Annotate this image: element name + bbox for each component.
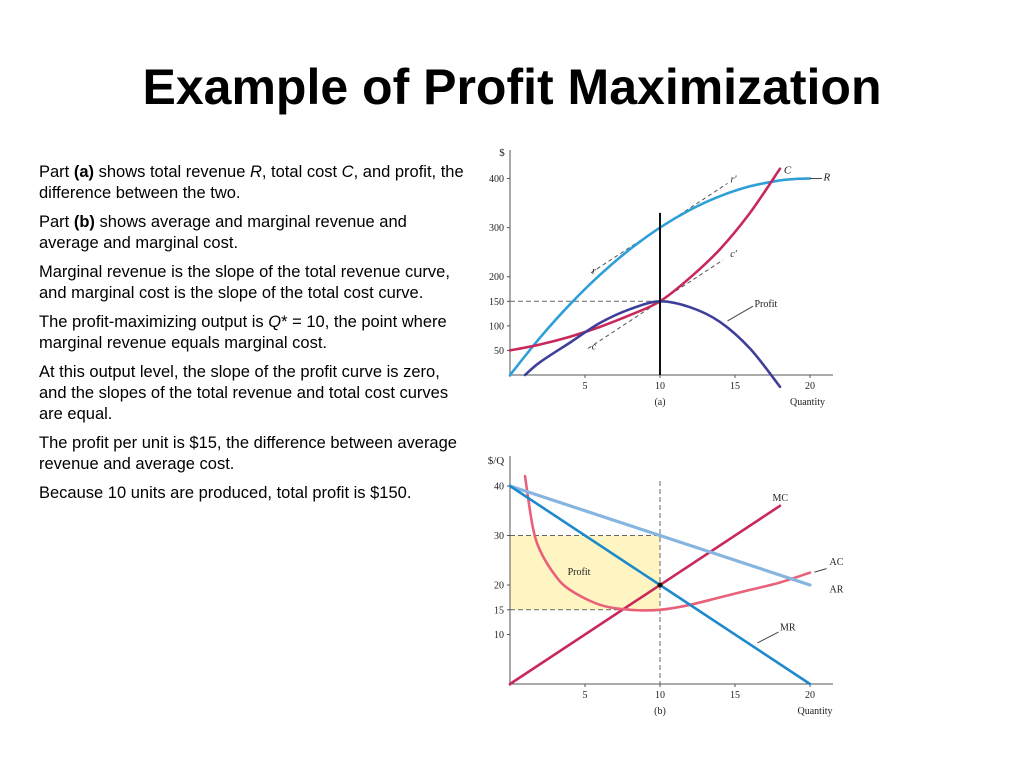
x-axis-title: Quantity	[798, 706, 833, 717]
y-tick-label: 150	[489, 297, 504, 308]
series-label-profit: Profit	[755, 299, 778, 310]
profit-leader	[727, 305, 754, 322]
revenue-tangent-line	[590, 182, 728, 274]
marginal-cost-curve	[508, 504, 782, 686]
bullet-6: The profit per unit is $15, the differen…	[39, 434, 457, 473]
y-tick-label: 200	[489, 272, 504, 283]
ac-leader	[814, 568, 827, 573]
average-cost-curve	[523, 474, 812, 612]
y-axis-label: $	[499, 147, 505, 159]
bullet-3: Marginal revenue is the slope of the tot…	[39, 263, 450, 302]
y-tick-label: 40	[494, 482, 504, 493]
mr-mc-intersection-point	[657, 582, 663, 588]
x-tick-label: 5	[583, 381, 588, 392]
panel-label: (b)	[654, 706, 666, 717]
average-revenue-curve	[508, 484, 812, 587]
profit-area-label: Profit	[568, 567, 591, 578]
y-tick-label: 400	[489, 174, 504, 185]
y-tick-label: 10	[494, 630, 504, 641]
y-tick-label: 15	[494, 605, 504, 616]
y-tick-label: 300	[489, 223, 504, 234]
y-axis-label: $/Q	[488, 455, 505, 467]
x-axis-title: Quantity	[790, 397, 825, 408]
total-cost-curve	[508, 167, 782, 352]
bullet-2: Part (b) shows average and marginal reve…	[39, 213, 407, 252]
x-tick-label: 20	[805, 690, 815, 701]
series-label-AR: AR	[830, 584, 844, 595]
series-label-C: C	[784, 165, 792, 177]
y-tick-label: 50	[494, 346, 504, 357]
y-tick-label: 30	[494, 531, 504, 542]
panel-label: (a)	[654, 397, 665, 408]
x-tick-label: 20	[805, 381, 815, 392]
series-label-AC: AC	[830, 557, 844, 568]
mr-leader	[757, 631, 779, 644]
tangent-label-r-prime: r'	[730, 174, 737, 185]
x-tick-label: 15	[730, 690, 740, 701]
chart-a-total-curves: $50 100 150 200 300 400 5 10 15 20 (a) Quantity r r' c…	[489, 147, 833, 408]
x-tick-label: 10	[655, 690, 665, 701]
y-tick-label: 20	[494, 581, 504, 592]
bullet-5: At this output level, the slope of the p…	[39, 363, 449, 423]
bullet-1: Part (a) shows total revenue R, total co…	[39, 163, 464, 202]
tangent-label-c: c	[592, 341, 597, 352]
tangent-label-c-prime: c'	[730, 249, 737, 260]
explanation-text: Part (a) shows total revenue R, total co…	[39, 162, 464, 512]
slide-title: Example of Profit Maximization	[142, 59, 882, 115]
profit-curve	[523, 299, 782, 389]
chart-b-average-marginal-curves: Profit $/Q 10 15 20 30 40 5 10 15 20 (b) Quantity MC A…	[488, 455, 844, 717]
x-tick-label: 5	[583, 690, 588, 701]
y-tick-label: 100	[489, 321, 504, 332]
bullet-7: Because 10 units are produced, total pro…	[39, 484, 412, 502]
series-label-MC: MC	[773, 493, 789, 504]
tangent-label-r: r	[592, 266, 596, 277]
series-label-R: R	[823, 171, 831, 183]
total-revenue-curve	[508, 177, 812, 377]
series-label-MR: MR	[780, 623, 796, 634]
bullet-4: The profit-maximizing output is Q* = 10,…	[39, 313, 447, 352]
x-tick-label: 15	[730, 381, 740, 392]
x-tick-label: 10	[655, 381, 665, 392]
